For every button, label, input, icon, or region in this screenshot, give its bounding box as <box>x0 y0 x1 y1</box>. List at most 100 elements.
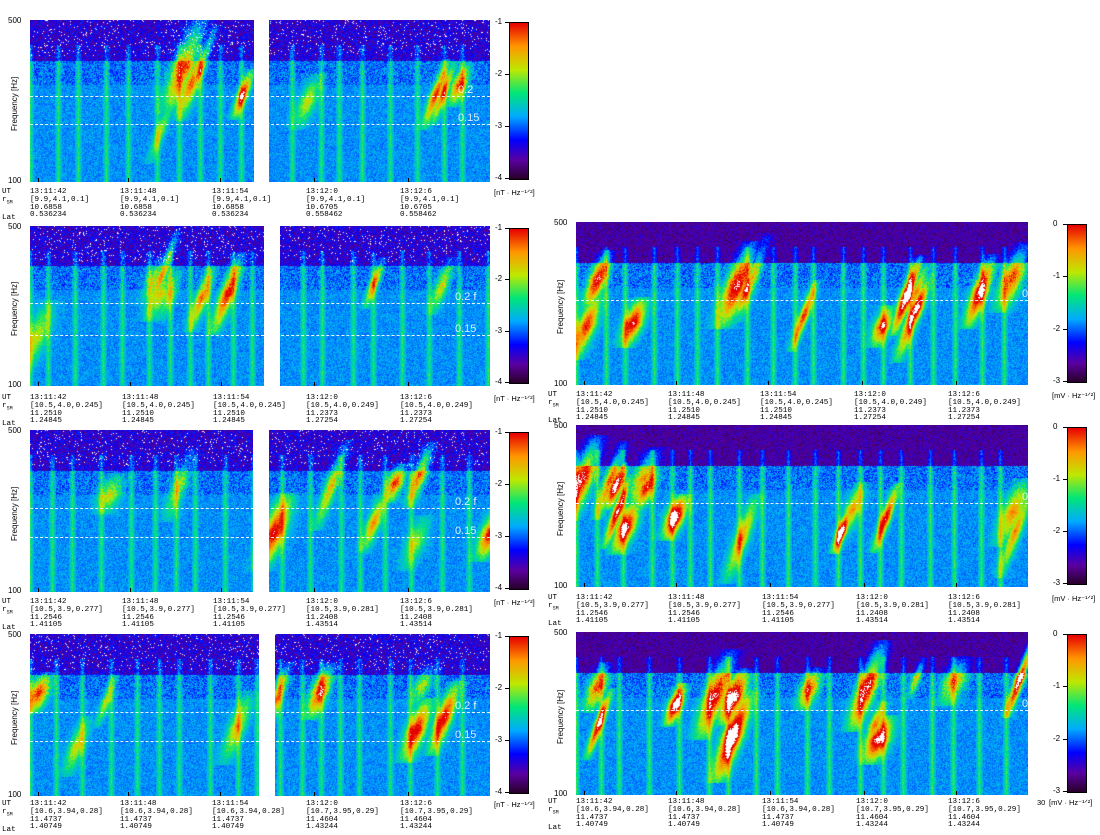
colorbar-tick <box>505 636 509 637</box>
time-column-r: 10.6705 <box>400 203 432 212</box>
colorbar <box>1067 634 1087 793</box>
time-column-r: 11.4737 <box>120 815 152 824</box>
colorbar-unit: [mV · Hz⁻¹ᐟ²] <box>1049 798 1093 807</box>
time-column: 13:12:0 [10.5,4.0,0.249] 11.2373 1.27254 <box>306 394 379 426</box>
time-column-rsm: [9.9,4.1,0.1] <box>212 195 272 204</box>
time-column: 13:11:42 [10.5,4.0,0.245] 11.2510 1.24845 <box>576 391 649 423</box>
colorbar-tick <box>505 588 509 589</box>
row-labels: UT rSM Lat <box>2 188 16 223</box>
time-column-r: 10.6858 <box>30 203 62 212</box>
colorbar-unit: [mV · Hz⁻¹ᐟ²] <box>1052 391 1096 400</box>
row-labels: UT rSM Lat <box>548 798 562 833</box>
y-tick-label: 500 <box>8 16 22 25</box>
time-column-r: 11.4737 <box>576 813 608 822</box>
time-column-r: 11.2373 <box>400 409 432 418</box>
colorbar-tick <box>1063 224 1067 225</box>
colorbar <box>1067 427 1087 585</box>
row-label-lat: Lat <box>2 623 16 632</box>
time-column-rsm: [10.5,4.0,0.245] <box>213 401 286 410</box>
spectrogram-canvas <box>576 632 1028 795</box>
time-column-ut: 13:11:54 <box>212 800 249 808</box>
row-label-ut: UT <box>2 800 12 808</box>
time-column-r: 11.4604 <box>948 813 980 822</box>
dashed-line-label: 0.2 <box>458 84 474 97</box>
spectrogram-left-4: 0.2 f 0.15 <box>30 634 490 796</box>
time-column-ut: 13:12:6 <box>400 188 432 196</box>
y-tick-label: 500 <box>554 218 568 227</box>
time-column-rsm: [9.9,4.1,0.1] <box>120 195 180 204</box>
time-column-rsm: [10.5,3.9,0.277] <box>122 605 195 614</box>
x-tick <box>38 792 39 796</box>
time-column: 13:12:6 [10.7,3.95,0.29] 11.4604 1.43244 <box>948 798 1021 830</box>
colorbar-tick-label: -3 <box>1053 578 1061 587</box>
time-column-ut: 13:11:54 <box>213 394 250 402</box>
row-label-lat: Lat <box>2 213 16 222</box>
colorbar-unit: [nT · Hz⁻¹ᐟ²] <box>494 598 535 607</box>
time-column-ut: 13:11:48 <box>668 391 705 399</box>
time-column: 13:11:54 [10.5,4.0,0.245] 11.2510 1.24845 <box>760 391 833 423</box>
x-tick <box>408 178 409 182</box>
dashed-line-label: 0.2 f <box>455 495 477 508</box>
time-column-ut: 13:11:54 <box>762 594 799 602</box>
time-column-lat: 0.536234 <box>212 211 249 220</box>
spectrogram-left-1: 0.2 0.15 <box>30 20 490 182</box>
colorbar <box>509 636 529 794</box>
colorbar-tick <box>505 279 509 281</box>
time-column-rsm: [10.5,3.9,0.277] <box>668 601 741 610</box>
time-column-ut: 13:12:6 <box>400 394 432 402</box>
time-column-rsm: [10.5,3.9,0.281] <box>306 605 379 614</box>
time-column: 13:11:42 [10.6,3.94,0.28] 11.4737 1.40749 <box>30 800 103 832</box>
time-column-r: 11.2510 <box>760 406 792 415</box>
time-column-ut: 13:11:42 <box>30 188 67 196</box>
time-column-rsm: [10.5,4.0,0.245] <box>668 398 741 407</box>
time-column: 13:12:6 [10.5,4.0,0.249] 11.2373 1.27254 <box>948 391 1021 423</box>
x-tick <box>770 791 771 795</box>
time-column-r: 11.2546 <box>762 609 794 618</box>
y-axis-label: Frequency [Hz] <box>10 76 19 131</box>
spectrogram-canvas <box>576 222 1028 385</box>
time-column-lat: 1.43244 <box>306 823 338 832</box>
time-column-r: 11.2510 <box>30 409 62 418</box>
time-column-r: 10.6705 <box>306 203 338 212</box>
spectrogram-canvas <box>576 425 1028 587</box>
y-tick-label: 500 <box>554 421 568 430</box>
time-column-rsm: [10.5,4.0,0.249] <box>400 401 473 410</box>
time-column: 13:11:42 [10.5,4.0,0.245] 11.2510 1.24845 <box>30 394 103 426</box>
dashed-line <box>30 334 490 336</box>
colorbar-tick <box>505 688 509 689</box>
time-column-lat: 1.27254 <box>854 414 886 423</box>
x-tick <box>130 588 131 592</box>
row-label-rsm: rSM <box>2 807 13 818</box>
colorbar-tick-label: -4 <box>495 787 503 796</box>
time-column-r: 11.4737 <box>762 813 794 822</box>
time-column-ut: 13:11:54 <box>212 188 249 196</box>
colorbar-tick-label: -2 <box>495 69 503 78</box>
colorbar-tick <box>1063 427 1067 428</box>
time-column-lat: 1.41105 <box>762 617 794 626</box>
time-column-rsm: [10.5,4.0,0.245] <box>576 398 649 407</box>
time-column-r: 11.2510 <box>668 406 700 415</box>
colorbar-tick-label: -1 <box>495 631 503 640</box>
colorbar-tick <box>1063 738 1067 740</box>
time-column-lat: 0.536234 <box>120 211 157 220</box>
x-tick <box>220 792 221 796</box>
row-label-rsm: rSM <box>548 398 559 409</box>
time-column-r: 11.2373 <box>306 409 338 418</box>
colorbar-tick <box>505 536 509 537</box>
x-tick <box>862 381 863 385</box>
time-column: 13:11:42 [10.5,3.9,0.277] 11.2546 1.41105 <box>30 598 103 630</box>
time-column-ut: 13:11:42 <box>30 394 67 402</box>
colorbar-tick <box>1063 634 1067 635</box>
data-gap <box>253 430 269 592</box>
x-tick <box>221 382 222 386</box>
x-tick <box>676 381 677 385</box>
colorbar-tick-label: -3 <box>495 735 503 744</box>
row-label-ut: UT <box>2 394 12 402</box>
time-column: 13:11:48 [10.6,3.94,0.28] 11.4737 1.40749 <box>120 800 193 832</box>
x-tick <box>408 588 409 592</box>
time-column-rsm: [10.6,3.94,0.28] <box>30 807 103 816</box>
time-column-r: 10.6858 <box>120 203 152 212</box>
time-column: 13:11:54 [10.6,3.94,0.28] 11.4737 1.40749 <box>762 798 835 830</box>
time-column-lat: 1.40749 <box>30 823 62 832</box>
time-column: 13:11:48 [10.6,3.94,0.28] 11.4737 1.40749 <box>668 798 741 830</box>
